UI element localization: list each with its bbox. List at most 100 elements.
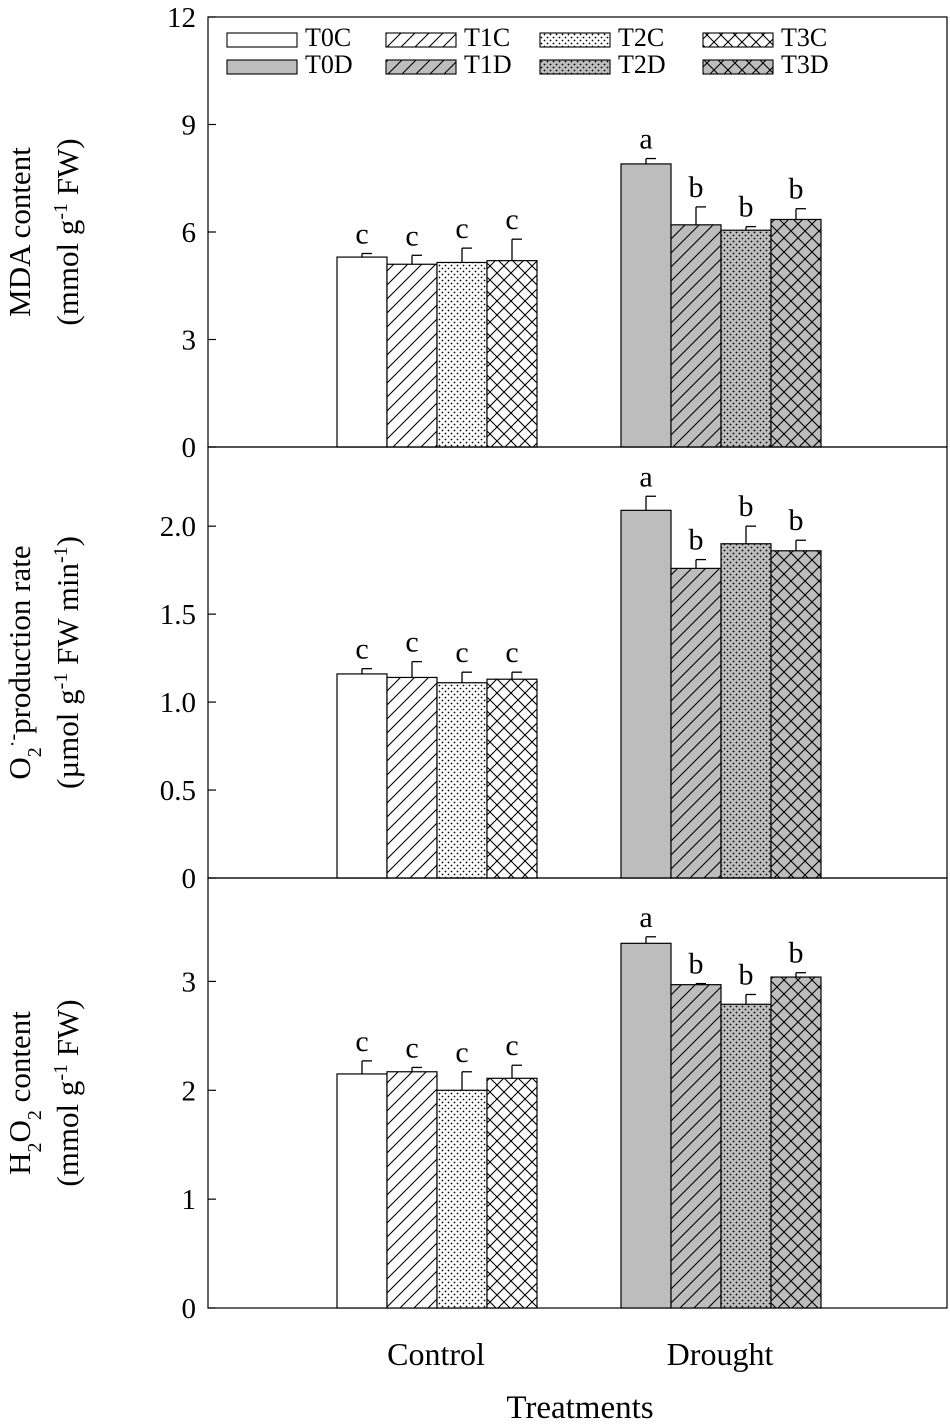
y-tick-label: 2.0 <box>160 511 196 543</box>
y-tick-label: 0 <box>182 863 197 895</box>
significance-letter: b <box>739 191 754 224</box>
bar-t1d-pattern <box>671 984 721 1308</box>
x-tick-label-control: Control <box>387 1336 485 1372</box>
legend-swatch-pattern <box>386 33 456 47</box>
legend-label: T2D <box>618 50 666 79</box>
legend-item-t2c: T2C <box>539 23 664 52</box>
legend-swatch-pattern <box>703 33 773 47</box>
y-axis-label-line-2: (µmol g-1 FW min-1) <box>50 536 85 789</box>
bar-t1c-pattern <box>387 1071 437 1308</box>
significance-letter: c <box>455 1036 468 1069</box>
bar-t2d-pattern <box>721 230 771 447</box>
bar-t0c-fill <box>337 673 387 878</box>
x-tick-label-drought: Drought <box>667 1336 774 1372</box>
significance-letter: a <box>639 460 652 493</box>
legend-item-t2d: T2D <box>539 50 666 79</box>
y-tick-label: 1 <box>182 1184 197 1216</box>
significance-letter: b <box>689 171 704 204</box>
bar-t0d-fill <box>621 943 671 1308</box>
y-tick-label: 6 <box>182 217 197 249</box>
y-tick-label: 0 <box>182 1293 197 1325</box>
panel-frame <box>207 16 948 448</box>
chart-legend: T0C T1C T2C T3C T0D T1D T2D T3D <box>226 23 829 79</box>
panel-frame <box>207 446 948 879</box>
legend-label: T1D <box>464 50 512 79</box>
legend-swatch-pattern <box>386 60 456 74</box>
legend-swatch-fill <box>227 60 297 74</box>
significance-letter: b <box>789 937 804 970</box>
bar-t3c-pattern <box>487 1078 537 1308</box>
significance-letter: a <box>639 901 652 934</box>
y-axis-label-line-2: (mmol g-1 FW) <box>50 999 85 1186</box>
significance-letter: a <box>639 123 652 156</box>
panel-frame <box>207 877 948 1309</box>
bar-t2d-pattern <box>721 1004 771 1308</box>
significance-letter: c <box>405 219 418 252</box>
legend-swatch <box>226 32 298 48</box>
legend-swatch <box>702 59 774 75</box>
legend-item-t3c: T3C <box>702 23 827 52</box>
significance-letter: c <box>355 1025 368 1058</box>
legend-swatch-pattern <box>703 60 773 74</box>
y-tick-label: 1.5 <box>160 599 196 631</box>
y-tick-label: 9 <box>182 110 197 142</box>
y-axis-label-line-1: O2·-production rate <box>2 545 46 779</box>
bar-t1c-pattern <box>387 677 437 878</box>
bar-t3c-pattern <box>487 679 537 878</box>
y-tick-label: 3 <box>182 325 197 357</box>
bar-t2c-pattern <box>437 1090 487 1308</box>
bar-t2c-pattern <box>437 682 487 878</box>
legend-swatch-pattern <box>540 60 610 74</box>
significance-letter: b <box>789 504 804 537</box>
legend-swatch <box>539 32 611 48</box>
y-tick-label: 0 <box>182 432 197 464</box>
legend-label: T1C <box>464 23 510 52</box>
y-tick-label: 12 <box>167 2 196 34</box>
bar-t0c-fill <box>337 257 387 447</box>
bar-t3d-pattern <box>771 550 821 878</box>
significance-letter: c <box>505 1029 518 1062</box>
bar-t0d-fill <box>621 163 671 447</box>
legend-swatch <box>385 32 457 48</box>
legend-item-t0d: T0D <box>226 50 353 79</box>
legend-swatch <box>539 59 611 75</box>
legend-label: T3C <box>781 23 827 52</box>
bar-t2d-pattern <box>721 543 771 878</box>
legend-label: T0C <box>305 23 351 52</box>
legend-swatch <box>226 59 298 75</box>
bar-t1d-pattern <box>671 568 721 878</box>
legend-swatch <box>385 59 457 75</box>
x-axis-label: Treatments <box>506 1390 653 1426</box>
legend-label: T2C <box>618 23 664 52</box>
y-axis-label-line-2: (mmol g-1 FW) <box>50 138 85 325</box>
significance-letter: c <box>355 633 368 666</box>
legend-item-t1c: T1C <box>385 23 510 52</box>
bar-t1c-pattern <box>387 264 437 447</box>
y-axis-label-line-1: H2O2 content <box>2 1011 46 1175</box>
bar-t0c-fill <box>337 1073 387 1308</box>
y-tick-label: 1.0 <box>160 687 196 719</box>
chart-panels: 0 3 6 9 12 MDA content (mmol g-1 FW) c c c c a b b b 0 0… <box>2 2 948 1325</box>
significance-letter: b <box>689 524 704 557</box>
legend-swatch-fill <box>227 33 297 47</box>
significance-letter: b <box>739 958 754 991</box>
bar-t3d-pattern <box>771 219 821 447</box>
y-tick-label: 0.5 <box>160 775 196 807</box>
significance-letter: c <box>355 218 368 251</box>
bar-t1d-pattern <box>671 224 721 447</box>
panel-h2o2: 0 1 2 3 H2O2 content(mmol g-1 FW) c c c c a b b b <box>2 877 948 1325</box>
significance-letter: b <box>739 490 754 523</box>
significance-letter: c <box>455 212 468 245</box>
significance-letter: c <box>455 636 468 669</box>
legend-item-t1d: T1D <box>385 50 512 79</box>
significance-letter: b <box>689 948 704 981</box>
legend-swatch <box>702 32 774 48</box>
significance-letter: c <box>505 203 518 236</box>
legend-label: T3D <box>781 50 829 79</box>
legend-item-t3d: T3D <box>702 50 829 79</box>
significance-letter: c <box>505 636 518 669</box>
y-axis-label-line-1: MDA content <box>2 147 37 317</box>
legend-label: T0D <box>305 50 353 79</box>
y-tick-label: 3 <box>182 966 197 998</box>
